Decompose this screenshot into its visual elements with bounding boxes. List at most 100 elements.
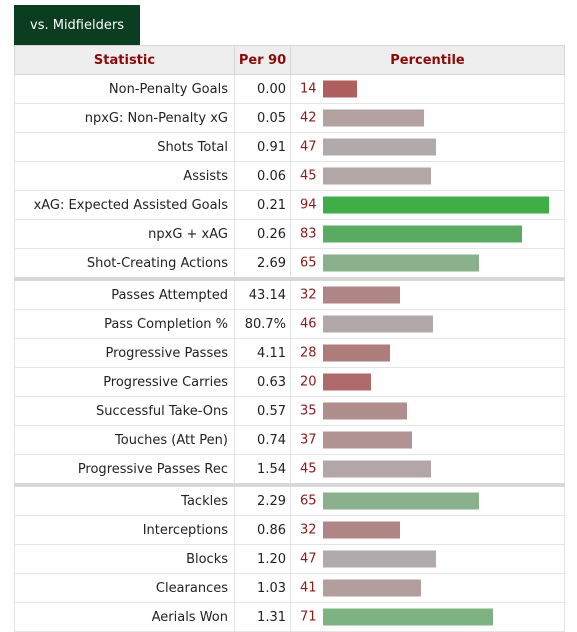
table-row: Progressive Passes 4.11 28 bbox=[14, 338, 565, 368]
table-row: Non-Penalty Goals 0.00 14 bbox=[14, 74, 565, 104]
percentile-bar bbox=[323, 492, 479, 510]
percentile-cell: 47 bbox=[290, 544, 565, 574]
stat-name: Progressive Carries bbox=[14, 367, 235, 397]
table-row: npxG + xAG 0.26 83 bbox=[14, 219, 565, 249]
stat-name: Successful Take-Ons bbox=[14, 396, 235, 426]
percentile-bar bbox=[323, 402, 407, 420]
percentile-cell: 65 bbox=[290, 483, 565, 516]
percentile-bar bbox=[323, 550, 436, 568]
percentile-value: 32 bbox=[300, 522, 317, 538]
table-row: Interceptions 0.86 32 bbox=[14, 515, 565, 545]
table-row: Shot-Creating Actions 2.69 65 bbox=[14, 248, 565, 280]
table-row: Blocks 1.20 47 bbox=[14, 544, 565, 574]
percentile-value: 35 bbox=[300, 403, 317, 419]
stat-name: Pass Completion % bbox=[14, 309, 235, 339]
percentile-bar bbox=[323, 521, 400, 539]
header-percentile[interactable]: Percentile bbox=[290, 45, 565, 75]
per90-value: 0.00 bbox=[234, 74, 291, 104]
table-row: xAG: Expected Assisted Goals 0.21 94 bbox=[14, 190, 565, 220]
stat-name: Tackles bbox=[14, 483, 235, 516]
table-row: Progressive Passes Rec 1.54 45 bbox=[14, 454, 565, 486]
percentile-value: 28 bbox=[300, 345, 317, 361]
percentile-cell: 45 bbox=[290, 454, 565, 486]
percentile-value: 71 bbox=[300, 609, 317, 625]
percentile-table: Statistic Per 90 Percentile Non-Penalty … bbox=[14, 45, 565, 632]
per90-value: 80.7% bbox=[234, 309, 291, 339]
per90-value: 0.26 bbox=[234, 219, 291, 249]
stat-name: Passes Attempted bbox=[14, 277, 235, 310]
per90-value: 1.20 bbox=[234, 544, 291, 574]
percentile-bar bbox=[323, 138, 436, 156]
percentile-bar bbox=[323, 460, 431, 478]
table-row: Shots Total 0.91 47 bbox=[14, 132, 565, 162]
header-per90[interactable]: Per 90 bbox=[234, 45, 291, 75]
stat-name: Shot-Creating Actions bbox=[14, 248, 235, 280]
table-row: Aerials Won 1.31 71 bbox=[14, 602, 565, 632]
table-row: Assists 0.06 45 bbox=[14, 161, 565, 191]
percentile-cell: 28 bbox=[290, 338, 565, 368]
percentile-value: 32 bbox=[300, 287, 317, 303]
percentile-value: 47 bbox=[300, 139, 317, 155]
percentile-bar bbox=[323, 80, 357, 98]
percentile-value: 94 bbox=[300, 197, 317, 213]
stat-name: Aerials Won bbox=[14, 602, 235, 632]
percentile-value: 41 bbox=[300, 580, 317, 596]
percentile-value: 20 bbox=[300, 374, 317, 390]
percentile-cell: 35 bbox=[290, 396, 565, 426]
per90-value: 4.11 bbox=[234, 338, 291, 368]
percentile-cell: 47 bbox=[290, 132, 565, 162]
stat-name: Clearances bbox=[14, 573, 235, 603]
percentile-bar bbox=[323, 254, 479, 272]
percentile-cell: 14 bbox=[290, 74, 565, 104]
percentile-bar bbox=[323, 167, 431, 185]
percentile-cell: 83 bbox=[290, 219, 565, 249]
percentile-bar bbox=[323, 315, 433, 333]
percentile-value: 45 bbox=[300, 461, 317, 477]
per90-value: 0.21 bbox=[234, 190, 291, 220]
percentile-bar bbox=[323, 373, 371, 391]
percentile-bar bbox=[323, 579, 421, 597]
percentile-cell: 32 bbox=[290, 515, 565, 545]
percentile-bar bbox=[323, 431, 412, 449]
table-row: Clearances 1.03 41 bbox=[14, 573, 565, 603]
percentile-bar bbox=[323, 608, 493, 626]
percentile-cell: 20 bbox=[290, 367, 565, 397]
percentile-value: 42 bbox=[300, 110, 317, 126]
stat-name: Shots Total bbox=[14, 132, 235, 162]
percentile-value: 37 bbox=[300, 432, 317, 448]
header-statistic[interactable]: Statistic bbox=[14, 45, 235, 75]
stat-name: npxG: Non-Penalty xG bbox=[14, 103, 235, 133]
percentile-cell: 37 bbox=[290, 425, 565, 455]
percentile-bar bbox=[323, 225, 522, 243]
per90-value: 0.05 bbox=[234, 103, 291, 133]
percentile-cell: 41 bbox=[290, 573, 565, 603]
percentile-value: 65 bbox=[300, 255, 317, 271]
table-row: npxG: Non-Penalty xG 0.05 42 bbox=[14, 103, 565, 133]
stat-name: Interceptions bbox=[14, 515, 235, 545]
per90-value: 0.63 bbox=[234, 367, 291, 397]
per90-value: 1.54 bbox=[234, 454, 291, 486]
percentile-value: 46 bbox=[300, 316, 317, 332]
percentile-value: 65 bbox=[300, 493, 317, 509]
stat-name: npxG + xAG bbox=[14, 219, 235, 249]
stat-name: Touches (Att Pen) bbox=[14, 425, 235, 455]
table-row: Tackles 2.29 65 bbox=[14, 483, 565, 516]
stat-name: Blocks bbox=[14, 544, 235, 574]
per90-value: 1.31 bbox=[234, 602, 291, 632]
table-row: Progressive Carries 0.63 20 bbox=[14, 367, 565, 397]
stat-name: Non-Penalty Goals bbox=[14, 74, 235, 104]
percentile-value: 45 bbox=[300, 168, 317, 184]
per90-value: 0.91 bbox=[234, 132, 291, 162]
stat-name: Progressive Passes bbox=[14, 338, 235, 368]
per90-value: 2.69 bbox=[234, 248, 291, 280]
per90-value: 1.03 bbox=[234, 573, 291, 603]
tab-label: vs. Midfielders bbox=[30, 17, 124, 33]
per90-value: 0.06 bbox=[234, 161, 291, 191]
table-row: Successful Take-Ons 0.57 35 bbox=[14, 396, 565, 426]
percentile-cell: 42 bbox=[290, 103, 565, 133]
percentile-cell: 32 bbox=[290, 277, 565, 310]
per90-value: 0.57 bbox=[234, 396, 291, 426]
per90-value: 43.14 bbox=[234, 277, 291, 310]
tab-vs-midfielders[interactable]: vs. Midfielders bbox=[14, 5, 140, 45]
percentile-bar bbox=[323, 344, 390, 362]
